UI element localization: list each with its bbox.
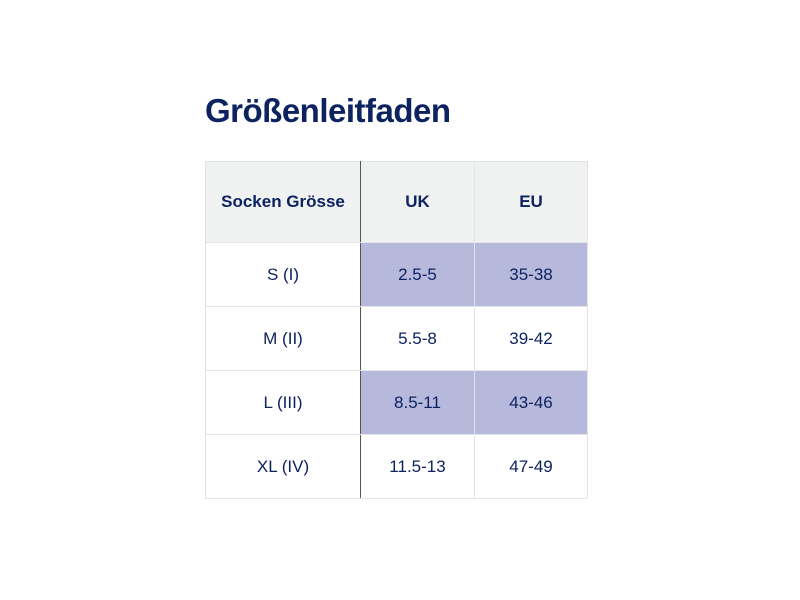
- table-cell: L (III): [205, 370, 361, 435]
- table-cell: 39-42: [474, 306, 588, 371]
- header-cell: UK: [360, 161, 475, 243]
- table-row: M (II) 5.5-8 39-42: [205, 306, 588, 371]
- table-cell: 35-38: [474, 242, 588, 307]
- table-cell: 8.5-11: [360, 370, 475, 435]
- table-cell: M (II): [205, 306, 361, 371]
- table-row: S (I) 2.5-5 35-38: [205, 242, 588, 307]
- table-cell: 11.5-13: [360, 434, 475, 499]
- table-cell: 2.5-5: [360, 242, 475, 307]
- table-cell: 5.5-8: [360, 306, 475, 371]
- table-row: XL (IV) 11.5-13 47-49: [205, 434, 588, 499]
- header-row: Socken Grösse UK EU: [205, 161, 588, 243]
- table-cell: 47-49: [474, 434, 588, 499]
- table-cell: XL (IV): [205, 434, 361, 499]
- header-cell: EU: [474, 161, 588, 243]
- table-cell: 43-46: [474, 370, 588, 435]
- header-cell: Socken Grösse: [205, 161, 361, 243]
- title: Größenleitfaden: [205, 92, 451, 129]
- table-row: L (III) 8.5-11 43-46: [205, 370, 588, 435]
- size-table: Socken Grösse UK EU S (I) 2.5-5 35-38 M (II) 5.…: [205, 161, 588, 499]
- table-cell: S (I): [205, 242, 361, 307]
